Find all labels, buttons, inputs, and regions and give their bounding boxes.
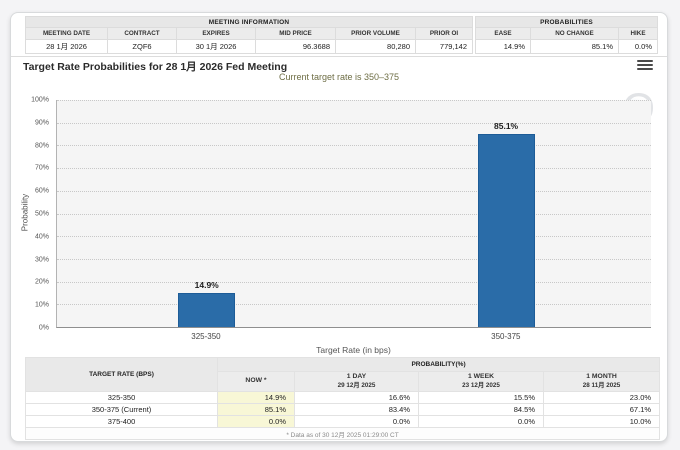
chart-title: Target Rate Probabilities for 28 1月 2026…: [23, 61, 288, 73]
now-prob-cell: 14.9%: [217, 391, 295, 404]
1-day-prob-cell: 16.6%: [294, 391, 419, 404]
prior-volume-value: 80,280: [335, 39, 416, 54]
bar-350-375[interactable]: [477, 133, 535, 327]
gridline: [57, 145, 651, 147]
col-header-meeting-date: MEETING DATE: [25, 27, 108, 40]
col-header-contract: CONTRACT: [107, 27, 177, 40]
rate-range-cell: 325-350: [25, 391, 218, 404]
meeting-information-table: MEETING INFORMATION MEETING DATE CONTRAC…: [24, 16, 474, 54]
table-row: 325-350 14.9% 16.6% 15.5% 23.0%: [25, 391, 661, 404]
gridline: [57, 258, 651, 260]
no-change-value: 85.1%: [530, 39, 619, 54]
probabilities-header: PROBABILITIES: [475, 16, 658, 28]
1-day-prob-cell: 83.4%: [294, 403, 419, 416]
table-row: 375-400 0.0% 0.0% 0.0% 10.0%: [25, 415, 661, 428]
col-header-prior-oi: PRIOR OI: [414, 27, 474, 40]
chart-subtitle: Current target rate is 350–375: [278, 72, 400, 82]
y-tick-0: 0%: [38, 324, 49, 332]
rate-range-cell: 350-375 (Current): [25, 403, 218, 416]
now-prob-cell: 85.1%: [217, 403, 295, 416]
col-header-expires: EXPIRES: [176, 27, 256, 40]
bar-group-325-350: 14.9%: [178, 100, 236, 327]
bar-group-350-375: 85.1%: [477, 100, 535, 327]
1-month-prob-cell: 23.0%: [542, 391, 661, 404]
1-week-prob-cell: 84.5%: [418, 403, 544, 416]
y-tick-20: 20%: [34, 278, 49, 286]
now-prob-cell: 0.0%: [217, 415, 295, 428]
col-header-prior-volume: PRIOR VOLUME: [335, 27, 416, 40]
gridline: [57, 236, 651, 238]
col-header-1-week: 1 WEEK 23 12月 2025: [418, 371, 544, 392]
x-axis-ticks: 325-350 350-375: [56, 332, 651, 342]
y-tick-50: 50%: [34, 210, 49, 218]
1-month-prob-cell: 10.0%: [542, 415, 661, 428]
y-axis-ticks: 100% 90% 80% 70% 60% 50% 40% 30% 20% 10%…: [11, 96, 52, 332]
rate-range-cell: 375-400: [25, 415, 218, 428]
y-tick-10: 10%: [34, 301, 49, 309]
probability-history-table: TARGET RATE (BPS) PROBABILITY(%) NOW * 1…: [24, 357, 661, 440]
y-tick-90: 90%: [34, 119, 49, 127]
col-header-no-change: NO CHANGE: [530, 27, 619, 40]
gridline: [57, 190, 651, 192]
meeting-information-header: MEETING INFORMATION: [24, 16, 474, 28]
col-header-mid-price: MID PRICE: [255, 27, 336, 40]
prior-oi-value: 779,142: [414, 39, 474, 54]
gridline: [57, 168, 651, 170]
1-week-prob-cell: 15.5%: [418, 391, 544, 404]
col-header-now: NOW *: [217, 371, 295, 392]
col-header-hike: HIKE: [618, 27, 658, 40]
y-tick-70: 70%: [34, 164, 49, 172]
y-tick-100: 100%: [31, 96, 49, 104]
col-header-1-month: 1 MONTH 28 11月 2025: [542, 371, 661, 392]
probability-pct-header: PROBABILITY(%): [216, 357, 661, 372]
table-row: 350-375 (Current) 85.1% 83.4% 84.5% 67.1…: [25, 403, 661, 416]
y-tick-30: 30%: [34, 256, 49, 264]
y-tick-60: 60%: [34, 187, 49, 195]
x-tick-350-375: 350-375: [491, 332, 521, 341]
1-day-prob-cell: 0.0%: [294, 415, 419, 428]
mid-price-value: 96.3688: [255, 39, 336, 54]
1-week-prob-cell: 0.0%: [418, 415, 544, 428]
target-rate-bps-header: TARGET RATE (BPS): [25, 357, 218, 392]
gridline: [57, 100, 651, 101]
probabilities-table: PROBABILITIES EASE NO CHANGE HIKE 14.9% …: [475, 16, 658, 54]
ease-value: 14.9%: [475, 39, 531, 54]
bar-value-label: 14.9%: [194, 280, 219, 291]
y-tick-80: 80%: [34, 142, 49, 150]
header-divider: [11, 56, 667, 57]
x-axis-title: Target Rate (in bps): [316, 345, 391, 355]
gridline: [57, 122, 651, 124]
bar-325-350[interactable]: [178, 293, 236, 327]
expires-value: 30 1月 2026: [176, 39, 256, 54]
contract-value: ZQF6: [107, 39, 177, 54]
gridline: [57, 304, 651, 306]
col-header-1-day: 1 DAY 29 12月 2025: [294, 371, 419, 392]
meeting-date-value: 28 1月 2026: [25, 39, 108, 54]
chart-menu-button[interactable]: [637, 60, 653, 72]
gridline: [57, 213, 651, 215]
y-tick-40: 40%: [34, 233, 49, 241]
x-tick-325-350: 325-350: [191, 332, 221, 341]
1-month-prob-cell: 67.1%: [542, 403, 661, 416]
bar-chart-plot-area: 14.9% 85.1%: [56, 100, 651, 328]
gridline: [57, 281, 651, 283]
fedwatch-card: MEETING INFORMATION MEETING DATE CONTRAC…: [10, 12, 668, 442]
col-header-ease: EASE: [475, 27, 531, 40]
bar-value-label: 85.1%: [494, 120, 519, 131]
data-as-of-footnote: * Data as of 30 12月 2025 01:29:00 CT: [24, 427, 661, 440]
hike-value: 0.0%: [618, 39, 658, 54]
